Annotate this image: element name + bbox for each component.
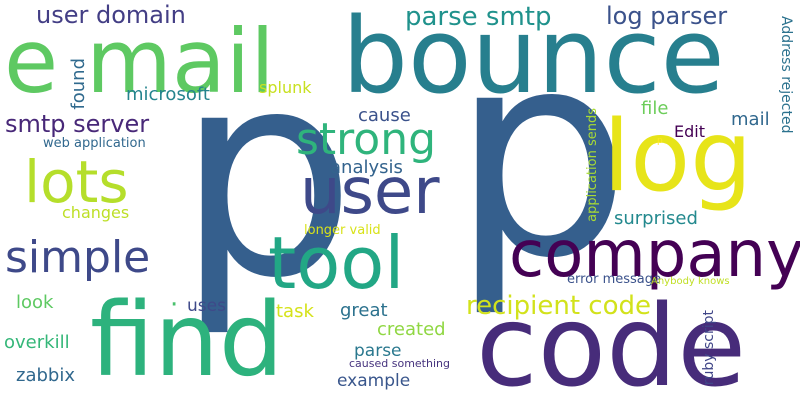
cloud-word-user-domain: user domain (36, 1, 186, 29)
cloud-word-found: found (68, 58, 89, 110)
cloud-word-p-small: p (657, 136, 663, 146)
cloud-word-parse: parse (354, 341, 402, 361)
cloud-word-mail: mail (731, 109, 770, 130)
cloud-word-log-parser: log parser (606, 2, 728, 30)
cloud-word-web-application: web application (43, 136, 146, 151)
cloud-word-e-mail: e mail (4, 10, 275, 113)
cloud-word-find: find (90, 281, 284, 400)
cloud-word-example: example (337, 371, 411, 391)
cloud-word-look: look (16, 292, 54, 313)
cloud-word-p-1: p (176, 9, 357, 340)
cloud-word-strong: strong (296, 114, 437, 165)
cloud-word-task: task (276, 301, 314, 322)
cloud-word-application-sends: application sends (585, 108, 600, 222)
cloud-word-company: company (509, 218, 800, 292)
cloud-word-dot: · (170, 290, 179, 320)
cloud-word-microsoft: microsoft (126, 84, 210, 105)
cloud-word-splunk: splunk (259, 78, 312, 97)
cloud-word-log: log (603, 100, 753, 214)
cloud-word-tool: tool (268, 221, 405, 305)
cloud-word-recipient-code: recipient code (466, 291, 651, 321)
cloud-word-surprised: surprised (614, 208, 698, 229)
cloud-word-file: file (641, 98, 669, 119)
cloud-word-user: user (300, 155, 440, 229)
cloud-word-address-rejected: Address rejected (778, 16, 794, 134)
cloud-word-great: great (340, 300, 388, 321)
cloud-word-p-2: p (451, 0, 632, 320)
cloud-word-anybody-knows: Anybody knows (651, 276, 730, 287)
cloud-word-caused-something: caused something (349, 357, 450, 370)
cloud-word-smtp-server: smtp server (5, 110, 150, 138)
cloud-word-uses: uses (187, 296, 226, 316)
cloud-word-bounce: bounce (342, 0, 725, 117)
cloud-word-edit: Edit (674, 122, 705, 141)
cloud-word-simple: simple (5, 232, 151, 283)
cloud-word-parse-smtp: parse smtp (405, 2, 552, 32)
cloud-word-lots: lots (24, 148, 129, 216)
cloud-word-longer-valid: longer valid (304, 223, 381, 238)
cloud-word-error-message: error message (567, 272, 662, 287)
cloud-word-changes: changes (62, 203, 130, 222)
cloud-word-overkill: overkill (4, 332, 70, 353)
cloud-word-created: created (377, 319, 446, 340)
cloud-word-analysis: analysis (330, 157, 403, 178)
cloud-word-zabbix: zabbix (16, 365, 75, 386)
cloud-word-cause: cause (358, 105, 411, 126)
cloud-word-ruby-script: ruby script (701, 310, 717, 386)
cloud-word-code: code (476, 282, 747, 400)
